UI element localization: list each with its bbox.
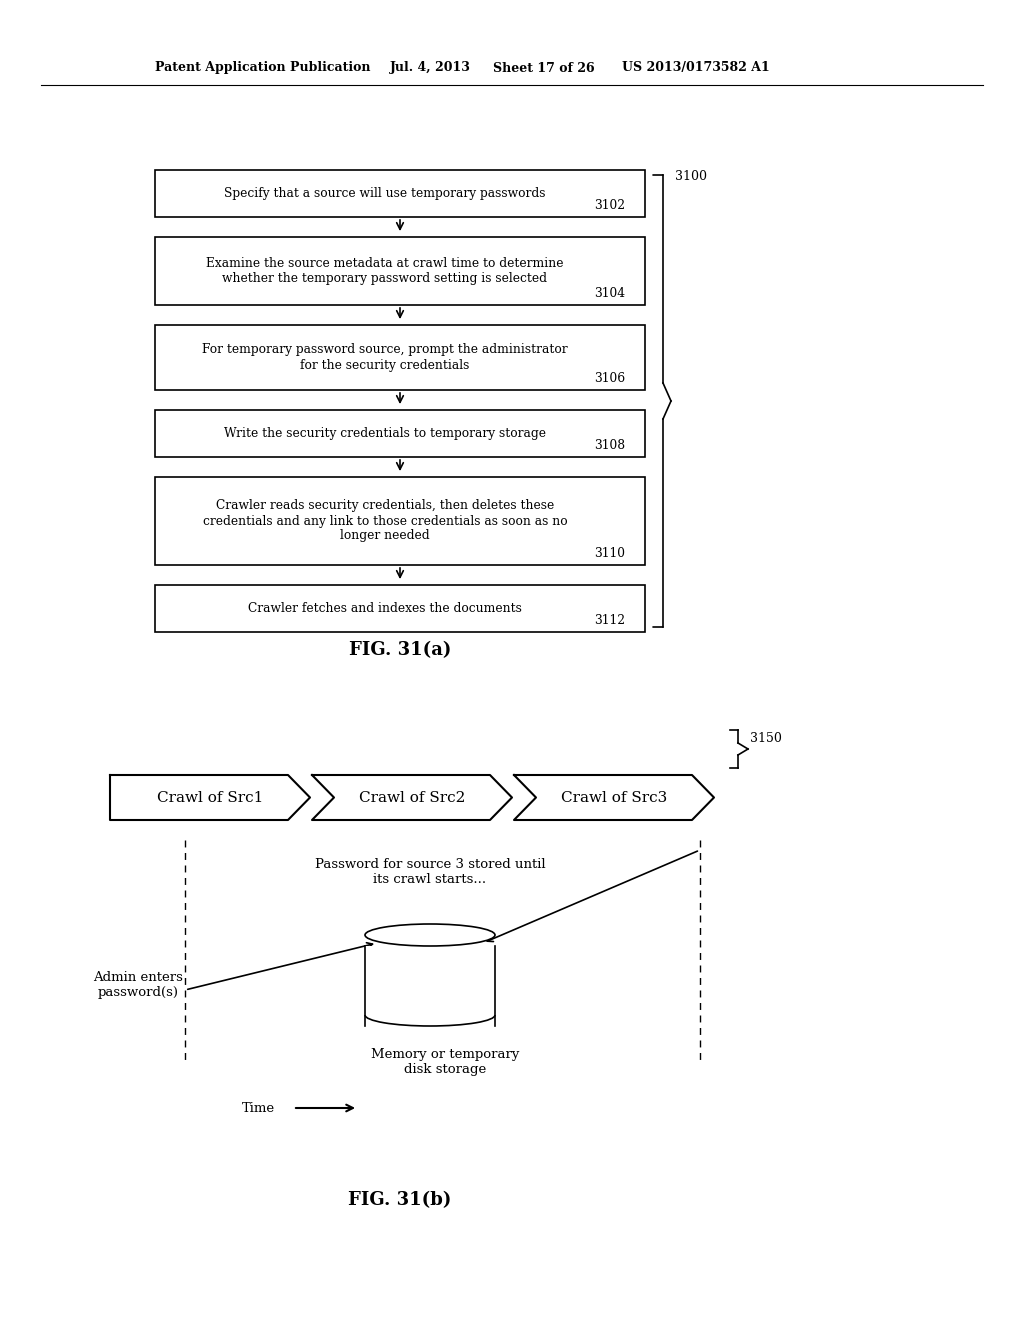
Text: Crawl of Src2: Crawl of Src2 — [358, 791, 465, 804]
Polygon shape — [514, 775, 714, 820]
Text: 3112: 3112 — [594, 614, 625, 627]
Text: Crawl of Src1: Crawl of Src1 — [157, 791, 263, 804]
Text: Sheet 17 of 26: Sheet 17 of 26 — [493, 62, 595, 74]
FancyBboxPatch shape — [155, 325, 645, 389]
Text: Password for source 3 stored until
its crawl starts...: Password for source 3 stored until its c… — [314, 858, 546, 886]
Text: Crawler reads security credentials, then deletes these
credentials and any link : Crawler reads security credentials, then… — [203, 499, 567, 543]
Polygon shape — [110, 775, 310, 820]
Text: Admin enters
password(s): Admin enters password(s) — [93, 972, 183, 999]
FancyBboxPatch shape — [155, 585, 645, 632]
FancyBboxPatch shape — [155, 238, 645, 305]
Text: 3100: 3100 — [675, 170, 707, 183]
Text: Crawler fetches and indexes the documents: Crawler fetches and indexes the document… — [248, 602, 522, 615]
FancyBboxPatch shape — [155, 477, 645, 565]
Text: 3102: 3102 — [594, 199, 625, 213]
Text: Jul. 4, 2013: Jul. 4, 2013 — [390, 62, 471, 74]
Text: 3108: 3108 — [594, 440, 625, 451]
Text: Memory or temporary
disk storage: Memory or temporary disk storage — [371, 1048, 519, 1076]
Text: Time: Time — [242, 1101, 275, 1114]
Text: Write the security credentials to temporary storage: Write the security credentials to tempor… — [224, 426, 546, 440]
FancyBboxPatch shape — [155, 170, 645, 216]
Text: 3104: 3104 — [594, 286, 625, 300]
Text: Patent Application Publication: Patent Application Publication — [155, 62, 371, 74]
Text: FIG. 31(a): FIG. 31(a) — [349, 642, 452, 659]
Ellipse shape — [365, 924, 495, 946]
Text: Crawl of Src3: Crawl of Src3 — [561, 791, 667, 804]
Bar — [365, 946, 495, 1026]
Text: US 2013/0173582 A1: US 2013/0173582 A1 — [622, 62, 770, 74]
FancyBboxPatch shape — [155, 411, 645, 457]
Text: 3110: 3110 — [594, 546, 625, 560]
Text: FIG. 31(b): FIG. 31(b) — [348, 1191, 452, 1209]
Text: 3150: 3150 — [750, 733, 782, 744]
Text: For temporary password source, prompt the administrator
for the security credent: For temporary password source, prompt th… — [202, 343, 568, 371]
Text: 3106: 3106 — [594, 372, 625, 385]
Text: Specify that a source will use temporary passwords: Specify that a source will use temporary… — [224, 187, 546, 201]
Text: Examine the source metadata at crawl time to determine
whether the temporary pas: Examine the source metadata at crawl tim… — [206, 257, 564, 285]
Polygon shape — [312, 775, 512, 820]
